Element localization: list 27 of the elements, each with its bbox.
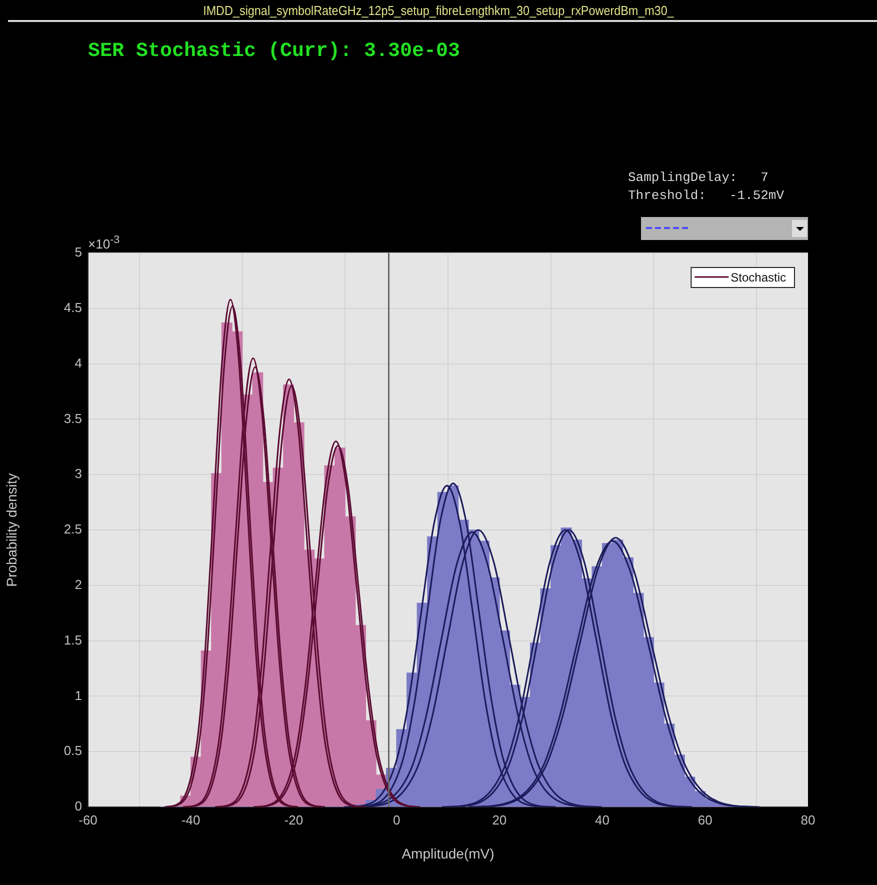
y-tick-label: 1 — [74, 688, 82, 703]
y-axis-title: Probability density — [3, 473, 20, 587]
x-tick-label: -40 — [181, 812, 200, 828]
y-tick-label: 2 — [74, 576, 82, 592]
text: SamplingDelay: 7 — [628, 170, 768, 185]
y-tick-label: 1.5 — [64, 632, 82, 648]
y-tick-label: 3 — [74, 466, 82, 482]
y-tick-label: 4 — [74, 355, 82, 370]
chart-subtitle: SER Stochastic (Curr): 3.30e-03 — [88, 40, 460, 63]
x-tick-label: -60 — [78, 812, 98, 828]
y-tick-label: 0 — [74, 798, 82, 814]
legend-label: Stochastic — [730, 270, 786, 284]
x-tick-label: 20 — [492, 812, 507, 828]
y-tick-label: 3.5 — [64, 410, 82, 426]
x-tick-label: -20 — [284, 812, 304, 828]
chart-title: IMDD_signal_symbolRateGHz_12p5_setup_fibreLengthkm_30_setup_rxPowerdBm_m30_ — [202, 3, 675, 18]
x-tick-label: 0 — [392, 812, 400, 828]
y-tick-label: 2.5 — [64, 522, 82, 537]
y-tick-label: 5 — [74, 244, 82, 260]
y-tick-label: 4.5 — [64, 300, 82, 315]
text: ×10$^{-3}$ — [88, 234, 120, 252]
y-tick-label: 0.5 — [64, 743, 82, 758]
text: Threshold: -1.52mV — [628, 188, 784, 203]
x-tick-label: 60 — [698, 812, 712, 828]
x-tick-label: 40 — [595, 812, 610, 828]
x-tick-label: 80 — [800, 812, 816, 828]
x-axis-title: Amplitude(mV) — [402, 845, 494, 862]
